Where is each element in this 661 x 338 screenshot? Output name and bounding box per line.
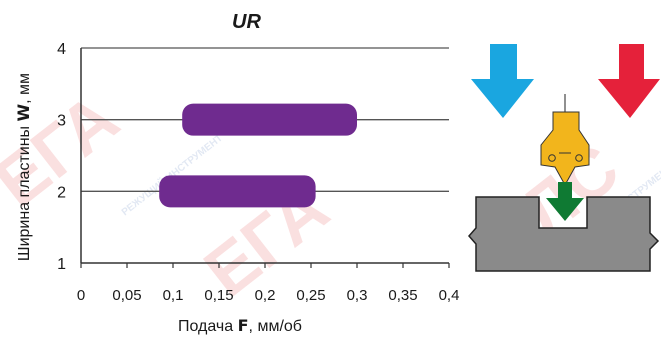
y-tick-label: 4 [57, 41, 66, 58]
y-tick-label: 2 [57, 184, 66, 201]
x-tick-label: 0,05 [112, 287, 141, 304]
range-bar [159, 175, 316, 208]
x-tick-label: 0,35 [388, 287, 417, 304]
red-arrow-icon [598, 44, 660, 118]
cutting-diagram [468, 44, 660, 272]
x-tick-label: 0,3 [347, 287, 368, 304]
x-tick-label: 0,4 [439, 287, 460, 304]
workpiece-shape [468, 196, 660, 272]
range-bar [182, 103, 357, 136]
y-tick-label: 3 [57, 113, 66, 130]
y-ticks: 1 2 3 4 [57, 41, 66, 273]
green-arrow-icon [546, 182, 584, 221]
insert-hole-right [575, 154, 583, 162]
bars [159, 103, 357, 208]
y-tick-label: 1 [57, 256, 66, 273]
x-tick-label: 0,1 [163, 287, 184, 304]
blue-arrow-icon [471, 44, 534, 118]
insert-hole-left [548, 154, 556, 162]
x-tick-label: 0,15 [204, 287, 233, 304]
x-tick-label: 0,25 [296, 287, 325, 304]
x-tick-label: 0 [77, 287, 85, 304]
insert-icon [540, 111, 590, 187]
y-axis-label: Ширина пластины W, мм [14, 72, 33, 262]
x-ticks: 0 0,05 0,1 0,15 0,2 0,25 0,3 0,35 0,4 [77, 263, 460, 304]
chart-title: UR [232, 11, 261, 33]
x-axis-label: Подача F, мм/об [178, 316, 302, 335]
x-tick-label: 0,2 [255, 287, 276, 304]
